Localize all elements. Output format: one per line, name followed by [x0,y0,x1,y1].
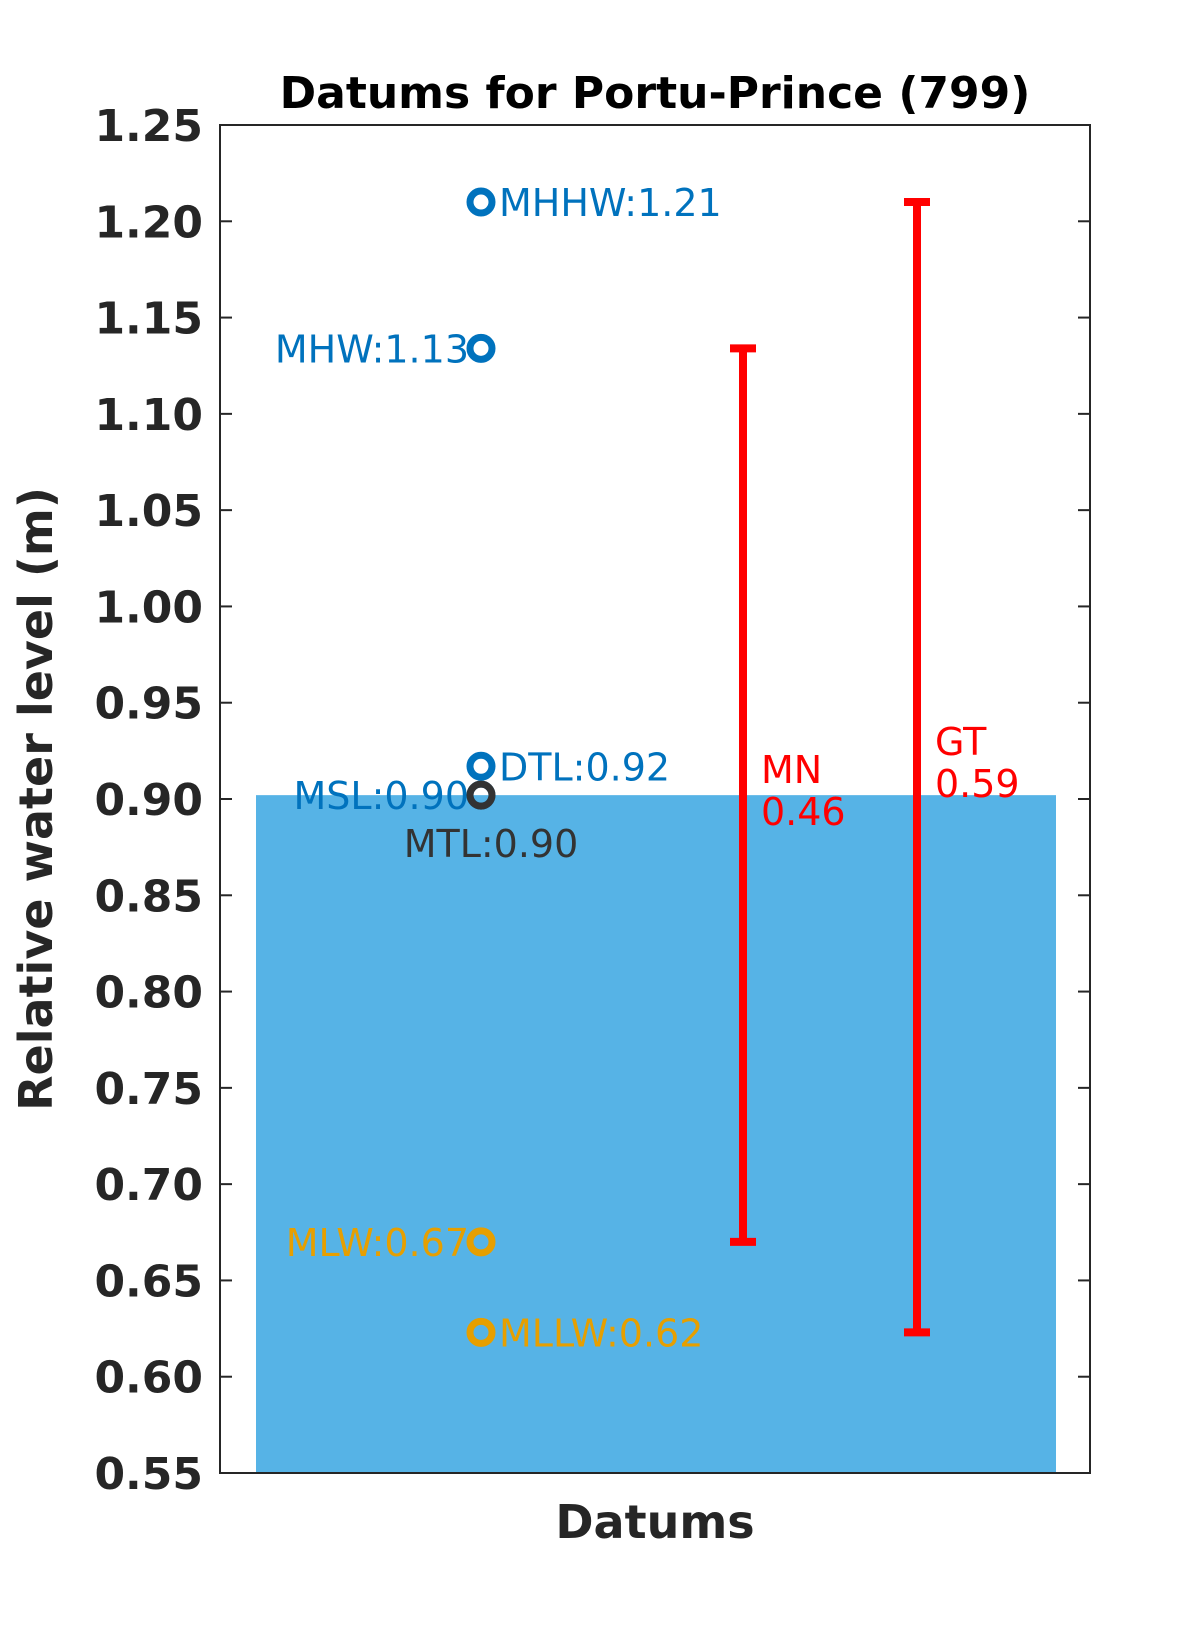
y-tick-label: 0.80 [94,968,203,1019]
dtl-label: DTL:0.92 [499,745,670,789]
y-tick-label: 0.85 [94,871,203,922]
y-tick-label: 0.60 [94,1353,203,1404]
msl-fill-bar [256,795,1056,1473]
mllw-label: MLLW:0.62 [499,1311,703,1355]
msl-label: MSL:0.90 [294,774,470,818]
y-tick-label: 0.65 [94,1256,203,1307]
y-tick-label: 1.15 [94,294,203,345]
chart-title: Datums for Portu-Prince (799) [280,68,1031,119]
mn-range-value: 0.46 [761,790,846,834]
mlw-label: MLW:0.67 [286,1221,469,1265]
range-bars: MN0.46 GT0.59 [730,198,1020,1337]
y-tick-label: 1.10 [94,390,203,441]
dtl-marker [466,751,496,781]
y-tick-label: 1.20 [94,197,203,248]
mhhw-label: MHHW:1.21 [499,181,722,225]
y-tick-label: 1.25 [94,101,203,152]
y-tick-label: 1.05 [94,486,203,537]
y-axis-label: Relative water level (m) [9,487,63,1111]
mhw-marker [466,333,496,363]
y-tick-label: 0.90 [94,775,203,826]
datum-markers: MHHW:1.21 MHW:1.13 DTL:0.92 MSL:0.90MTL:0.9… [275,181,722,1355]
mn-range-name: MN [761,748,822,792]
y-tick-label: 1.00 [94,582,203,633]
y-tick-label: 0.70 [94,1160,203,1211]
mhw-label: MHW:1.13 [275,327,469,371]
gt-range-name: GT [935,720,987,764]
y-axis-ticks: 0.55 0.60 0.65 0.70 0.75 0.80 0.85 0.90 0.95 1.00… [94,101,1090,1500]
mtl-label: MTL:0.90 [404,822,579,866]
gt-range-value: 0.59 [935,762,1020,806]
x-axis-label: Datums [555,1495,754,1549]
mllw-marker [466,1317,496,1347]
mtl-marker [466,780,496,810]
y-tick-label: 0.75 [94,1064,203,1115]
y-tick-label: 0.95 [94,679,203,730]
mlw-marker [466,1227,496,1257]
mhhw-marker [466,187,496,217]
y-tick-label: 0.55 [94,1449,203,1500]
